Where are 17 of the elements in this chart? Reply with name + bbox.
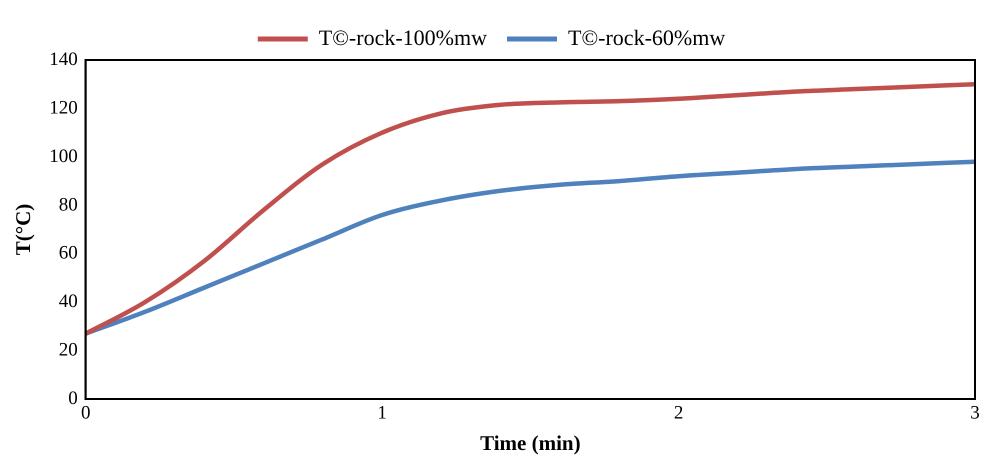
x-axis-title: Time (min) [480, 430, 581, 455]
line-series [86, 82, 975, 336]
legend-label: T©-rock-60%mw [568, 24, 726, 50]
y-tick-label: 40 [58, 291, 78, 312]
y-tick-label: 100 [49, 146, 78, 167]
y-tick-label: 20 [58, 340, 78, 361]
x-tick-label: 1 [377, 402, 387, 424]
y-axis-title: T(°C) [11, 204, 36, 256]
x-tick-label: 2 [674, 402, 684, 424]
x-tick-label: 3 [970, 402, 980, 424]
y-tick-label: 60 [58, 242, 78, 264]
y-tick-label: 80 [58, 194, 78, 216]
legend-label: T©-rock-100%mw [318, 24, 488, 50]
y-tick-label: 120 [49, 97, 78, 118]
y-tick-label: 140 [49, 48, 78, 70]
y-tick-label: 0 [68, 388, 78, 409]
line-series [86, 159, 975, 336]
